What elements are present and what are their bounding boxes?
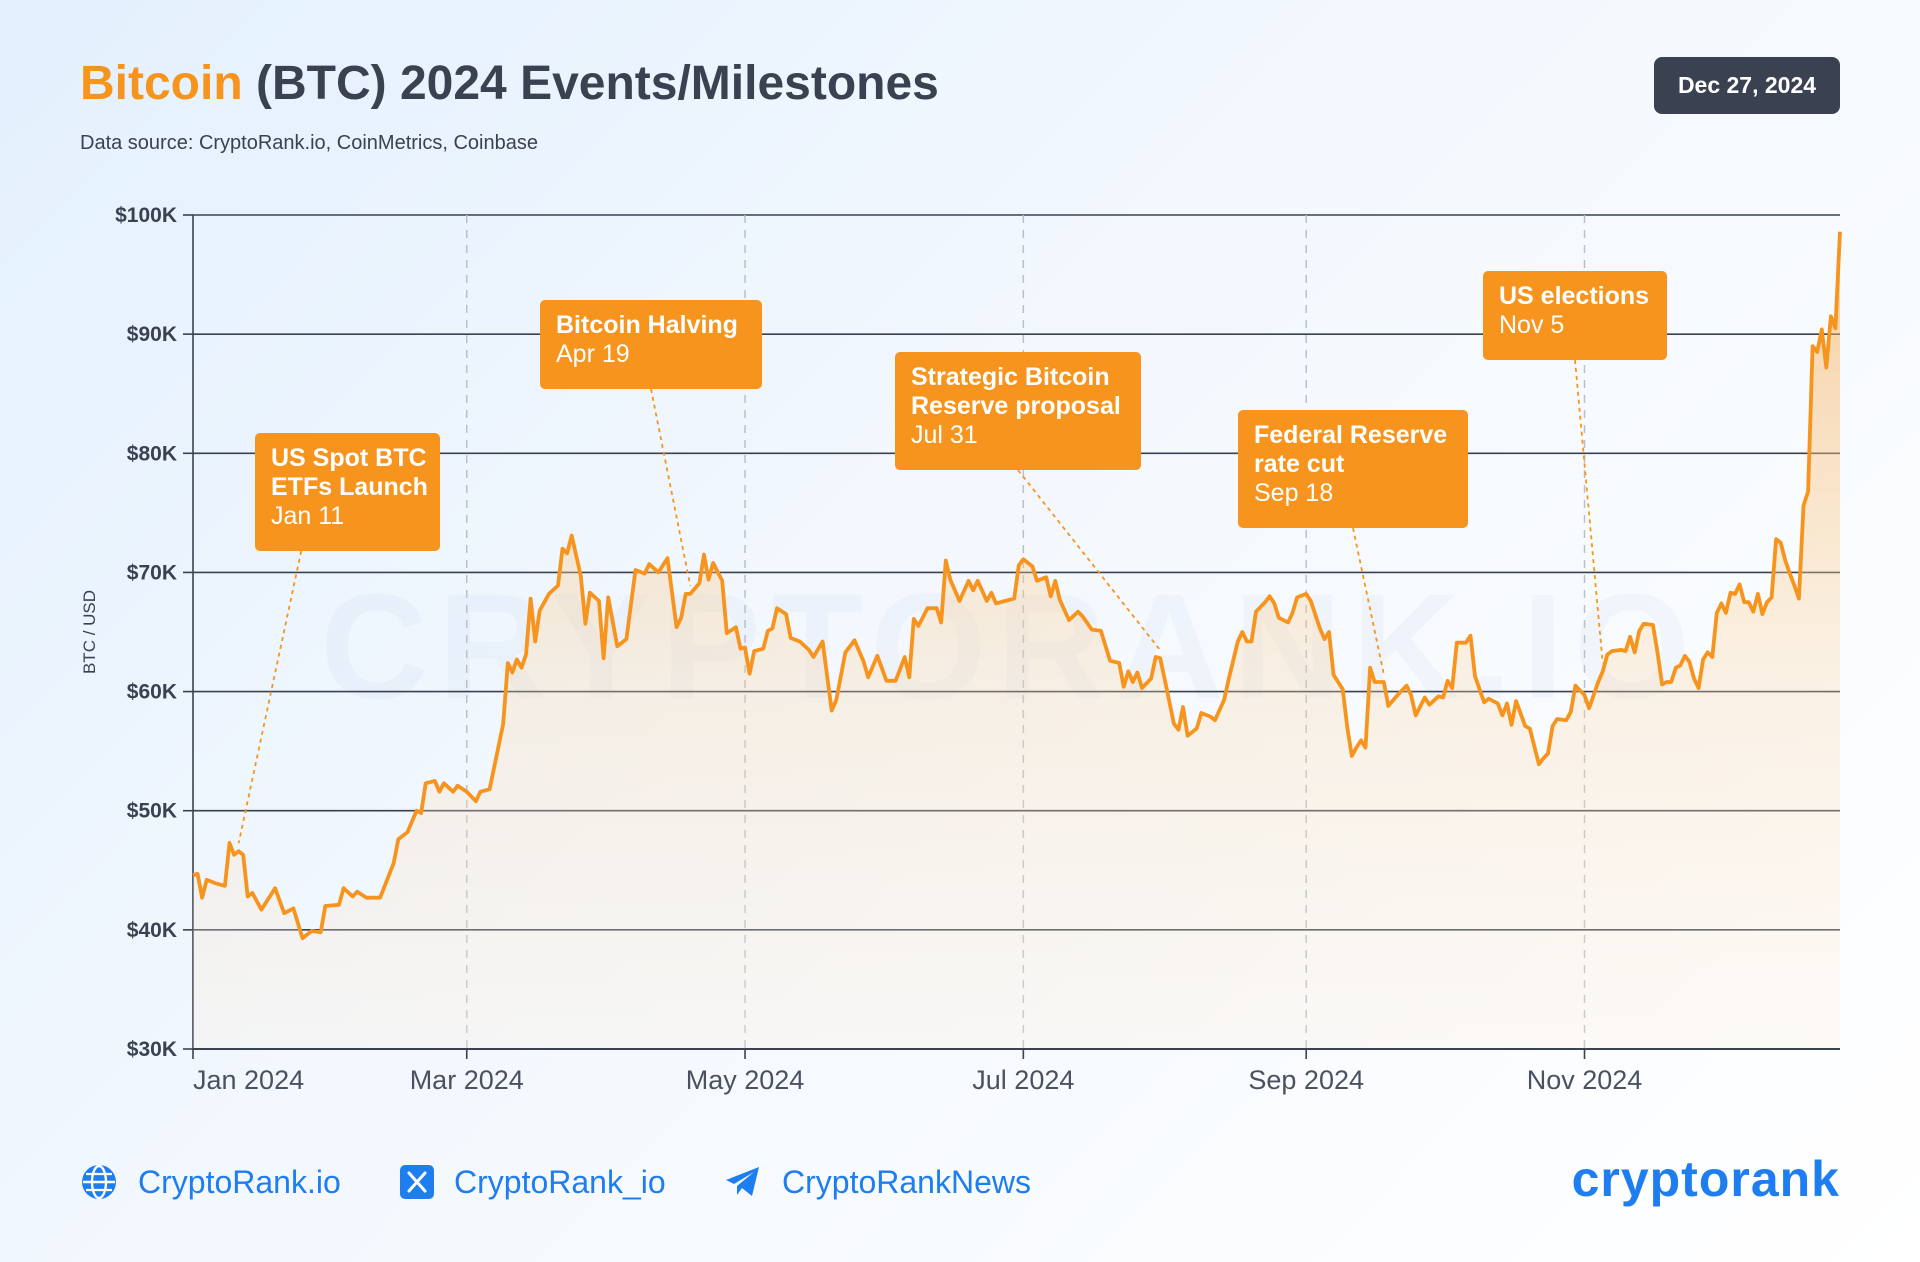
annotation-box	[540, 300, 762, 389]
x-tick-label: May 2024	[686, 1065, 805, 1095]
annotation-box	[1483, 271, 1667, 360]
footer-website-label: CryptoRank.io	[138, 1163, 341, 1200]
annotation-date: Jan 11	[271, 502, 344, 530]
x-tick-label: Sep 2024	[1248, 1065, 1364, 1095]
footer-website[interactable]: CryptoRank.io	[80, 1160, 341, 1204]
annotation-connector	[237, 550, 303, 844]
annotation-connector	[1574, 359, 1604, 664]
y-tick-label: $50K	[127, 800, 177, 823]
footer-telegram[interactable]: CryptoRankNews	[724, 1160, 1031, 1204]
annotation-date: Nov 5	[1499, 311, 1564, 339]
annotation-title-line: Strategic Bitcoin	[911, 363, 1110, 391]
annotation-box	[1238, 410, 1468, 528]
annotation-title-line: Bitcoin Halving	[556, 311, 738, 339]
annotation-connector	[650, 388, 692, 587]
globe-icon	[82, 1164, 116, 1200]
y-tick-label: $90K	[127, 323, 177, 346]
x-tick-label: Nov 2024	[1527, 1065, 1643, 1095]
annotation-box	[895, 352, 1141, 470]
annotation-title-line: rate cut	[1254, 450, 1345, 478]
x-tick-label: Jan 2024	[193, 1065, 304, 1095]
y-tick-label: $40K	[127, 919, 177, 942]
footer-twitter[interactable]: CryptoRank_io	[400, 1160, 666, 1204]
x-tick-label: Jul 2024	[972, 1065, 1074, 1095]
annotation-title-line: US elections	[1499, 282, 1649, 310]
annotation-date: Sep 18	[1254, 479, 1333, 507]
chart-title: Bitcoin (BTC) 2024 Events/Milestones	[80, 56, 939, 111]
x-twitter-icon	[400, 1165, 434, 1199]
annotation-title-line: Federal Reserve	[1254, 421, 1447, 449]
annotation-title-line: Reserve proposal	[911, 392, 1121, 420]
y-tick-label: $60K	[127, 681, 177, 704]
annotation-date: Jul 31	[911, 421, 978, 449]
y-tick-label: $100K	[115, 204, 177, 227]
date-badge: Dec 27, 2024	[1654, 57, 1840, 114]
x-tick-label: Mar 2024	[410, 1065, 524, 1095]
annotation-title-line: ETFs Launch	[271, 473, 428, 501]
y-axis-label: BTC / USD	[80, 590, 99, 674]
annotation-title-line: US Spot BTC	[271, 444, 427, 472]
y-tick-label: $70K	[127, 561, 177, 584]
price-line	[192, 231, 1842, 941]
annotation-connector	[1017, 469, 1161, 651]
data-source: Data source: CryptoRank.io, CoinMetrics,…	[80, 132, 538, 154]
y-tick-label: $80K	[127, 442, 177, 465]
annotation-connector	[1352, 527, 1385, 675]
title-rest: (BTC) 2024 Events/Milestones	[242, 57, 939, 110]
y-tick-label: $30K	[127, 1038, 177, 1061]
telegram-icon	[726, 1167, 759, 1196]
annotation-date: Apr 19	[556, 340, 630, 368]
annotation-box	[255, 433, 440, 551]
cryptorank-logo[interactable]: cryptorank	[1571, 1151, 1840, 1207]
footer-twitter-label: CryptoRank_io	[454, 1163, 666, 1200]
footer-telegram-label: CryptoRankNews	[782, 1163, 1031, 1200]
price-area	[193, 231, 1840, 1049]
title-highlight: Bitcoin	[80, 57, 243, 110]
